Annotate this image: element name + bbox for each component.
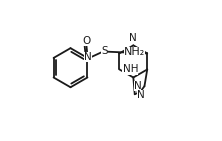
- Text: N: N: [129, 33, 137, 43]
- Text: N: N: [134, 81, 141, 91]
- Text: NH₂: NH₂: [124, 47, 145, 57]
- Text: O: O: [82, 36, 90, 46]
- Text: N: N: [137, 90, 145, 100]
- Text: N: N: [84, 52, 92, 62]
- Text: S: S: [101, 46, 108, 56]
- Text: NH: NH: [123, 64, 138, 74]
